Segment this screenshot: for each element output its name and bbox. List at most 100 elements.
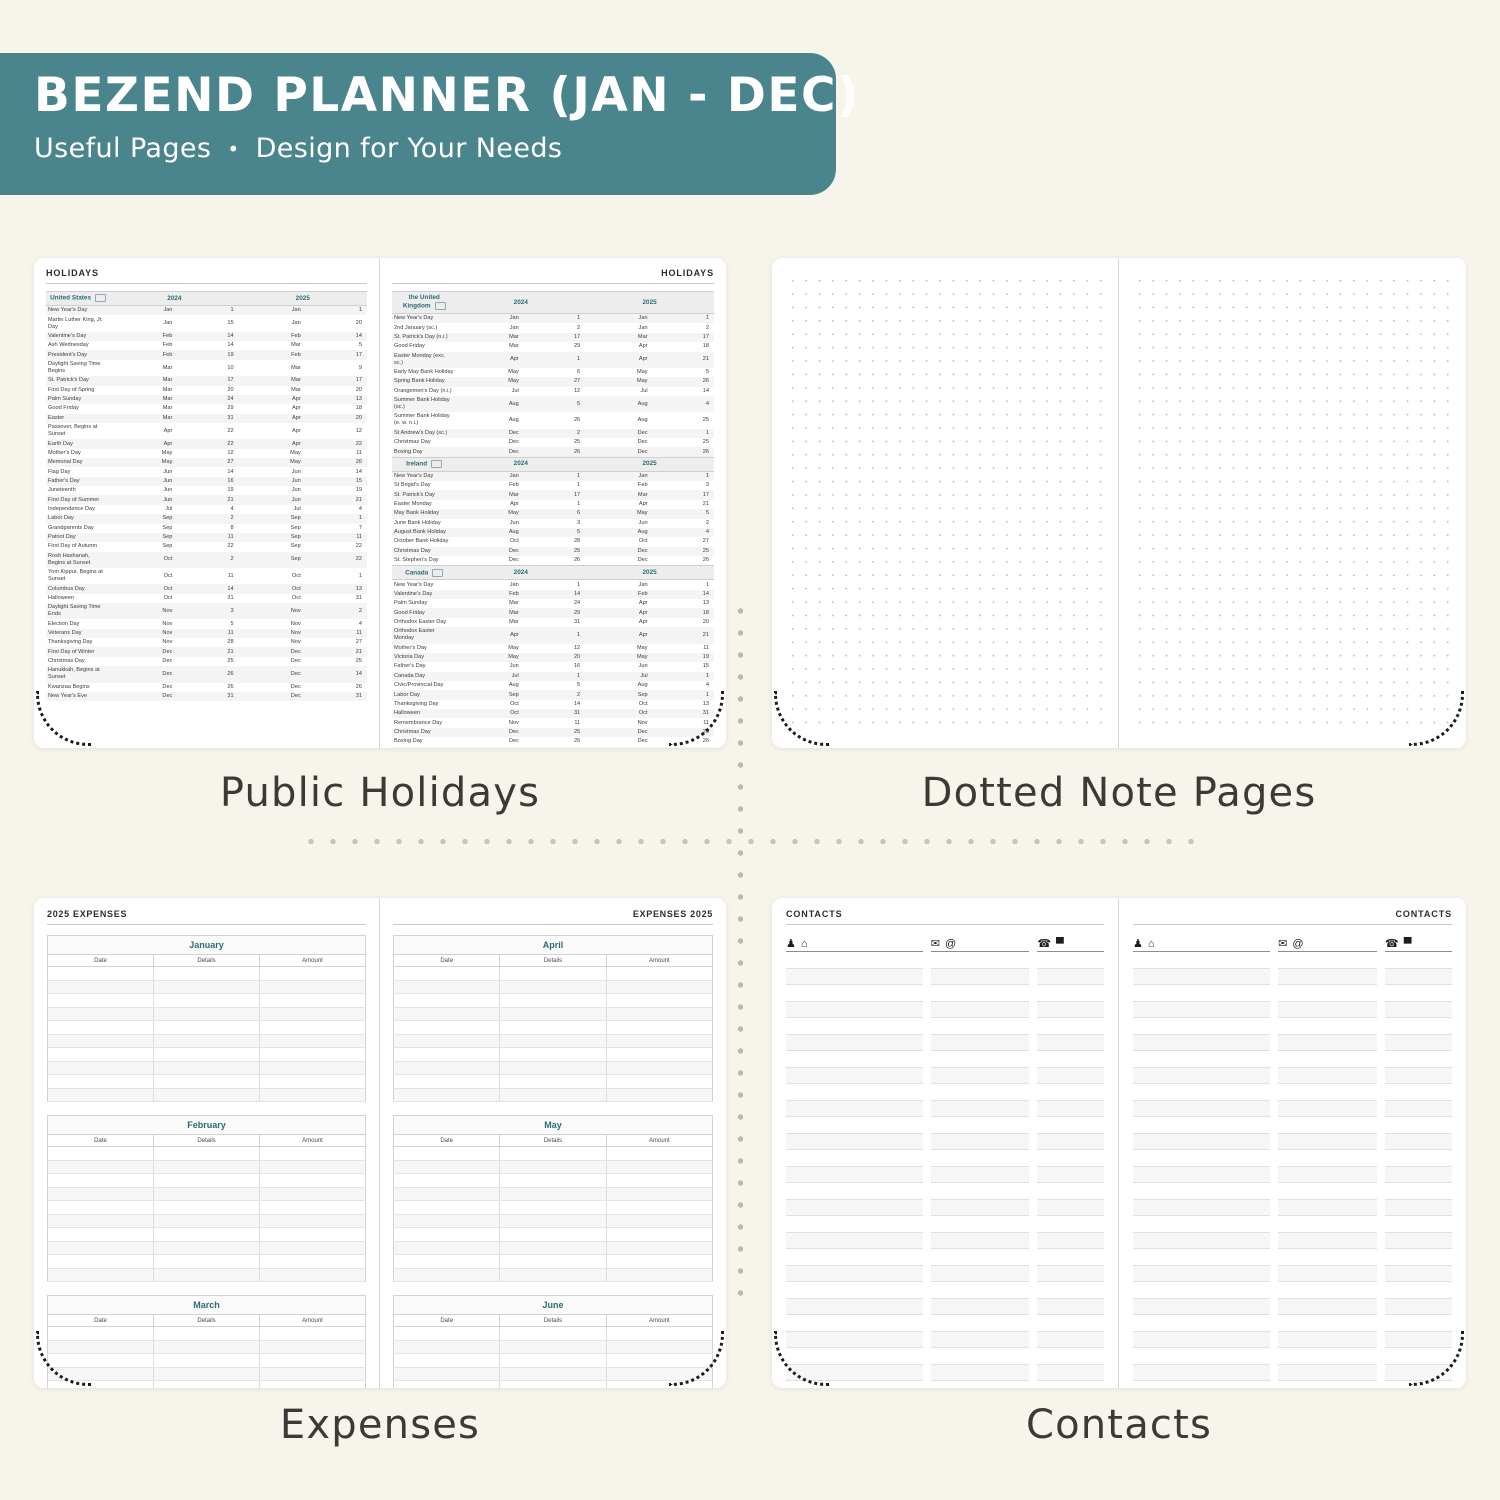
expense-date-cell[interactable] (47, 1340, 154, 1354)
contacts-entry-line[interactable] (786, 1117, 923, 1134)
contacts-entry-line[interactable] (786, 1298, 923, 1315)
contacts-entry-line[interactable] (1037, 1084, 1104, 1101)
expense-amount-cell[interactable] (606, 1088, 713, 1102)
expense-row[interactable] (393, 1380, 713, 1388)
expense-row[interactable] (47, 1020, 366, 1035)
expense-date-cell[interactable] (393, 966, 501, 981)
expense-amount-cell[interactable] (606, 1254, 713, 1269)
expense-row[interactable] (47, 980, 366, 994)
contacts-entry-line[interactable] (1278, 1051, 1378, 1068)
contacts-entry-line[interactable] (1278, 1150, 1378, 1167)
contacts-entry-line[interactable] (1278, 1100, 1378, 1117)
contacts-entry-line[interactable] (1133, 1084, 1271, 1101)
expense-amount-cell[interactable] (259, 1241, 366, 1255)
contacts-entry-line[interactable] (786, 1315, 923, 1332)
expense-date-cell[interactable] (47, 980, 154, 994)
contacts-entry-line[interactable] (1385, 1183, 1452, 1200)
expense-details-cell[interactable] (499, 1367, 607, 1381)
expense-row[interactable] (47, 1254, 366, 1269)
expense-date-cell[interactable] (47, 1214, 154, 1228)
contacts-entry-line[interactable] (1385, 968, 1452, 985)
contacts-entry-line[interactable] (1037, 1265, 1104, 1282)
expense-amount-cell[interactable] (259, 1007, 366, 1021)
contacts-entry-line[interactable] (1133, 1249, 1271, 1266)
expense-date-cell[interactable] (47, 1227, 154, 1242)
contacts-entry-line[interactable] (786, 968, 923, 985)
expense-row[interactable] (393, 1268, 713, 1282)
contacts-entry-line[interactable] (786, 1150, 923, 1167)
contacts-entry-line[interactable] (1133, 1150, 1271, 1167)
expense-amount-cell[interactable] (259, 1340, 366, 1354)
expense-details-cell[interactable] (153, 1227, 260, 1242)
expense-date-cell[interactable] (47, 1160, 154, 1174)
expense-details-cell[interactable] (499, 1227, 607, 1242)
expense-row[interactable] (47, 1047, 366, 1062)
contacts-entry-line[interactable] (1278, 1364, 1378, 1381)
expense-details-cell[interactable] (153, 1007, 260, 1021)
expense-details-cell[interactable] (499, 1241, 607, 1255)
expense-row[interactable] (393, 1367, 713, 1381)
contacts-entry-line[interactable] (786, 1282, 923, 1299)
expense-date-cell[interactable] (47, 1061, 154, 1075)
expense-date-cell[interactable] (393, 1061, 501, 1075)
expense-amount-cell[interactable] (606, 1160, 713, 1174)
expense-details-cell[interactable] (499, 1088, 607, 1102)
contacts-entry-line[interactable] (1385, 1001, 1452, 1018)
expense-details-cell[interactable] (153, 1173, 260, 1188)
expense-amount-cell[interactable] (259, 993, 366, 1008)
expense-details-cell[interactable] (499, 1326, 607, 1341)
contacts-entry-line[interactable] (786, 1133, 923, 1150)
expense-date-cell[interactable] (393, 1047, 501, 1062)
contacts-entry-line[interactable] (1037, 952, 1104, 969)
expense-details-cell[interactable] (499, 966, 607, 981)
contacts-entry-line[interactable] (1133, 1232, 1271, 1249)
expense-details-cell[interactable] (499, 1160, 607, 1174)
contacts-entry-line[interactable] (1385, 1331, 1452, 1348)
contacts-entry-line[interactable] (1133, 1100, 1271, 1117)
contacts-entry-line[interactable] (1133, 985, 1271, 1002)
expense-row[interactable] (393, 1227, 713, 1242)
contacts-entry-line[interactable] (1278, 1133, 1378, 1150)
contacts-entry-line[interactable] (1385, 1117, 1452, 1134)
expense-row[interactable] (393, 993, 713, 1008)
contacts-entry-line[interactable] (930, 1067, 1030, 1084)
expense-row[interactable] (393, 1326, 713, 1341)
contacts-entry-line[interactable] (930, 968, 1030, 985)
contacts-entry-line[interactable] (1133, 1018, 1271, 1035)
contacts-entry-line[interactable] (930, 1100, 1030, 1117)
expense-date-cell[interactable] (47, 1353, 154, 1368)
contacts-entry-line[interactable] (786, 1051, 923, 1068)
contacts-entry-line[interactable] (1385, 1084, 1452, 1101)
contacts-entry-line[interactable] (930, 952, 1030, 969)
contacts-entry-line[interactable] (786, 1034, 923, 1051)
contacts-entry-line[interactable] (1385, 1315, 1452, 1332)
expense-date-cell[interactable] (393, 1367, 501, 1381)
expense-date-cell[interactable] (47, 1367, 154, 1381)
expense-date-cell[interactable] (47, 1326, 154, 1341)
expense-date-cell[interactable] (393, 1007, 501, 1021)
expense-details-cell[interactable] (153, 1254, 260, 1269)
contacts-entry-line[interactable] (1278, 1166, 1378, 1183)
contacts-entry-line[interactable] (1037, 1001, 1104, 1018)
expense-row[interactable] (47, 1227, 366, 1242)
contacts-entry-line[interactable] (930, 1282, 1030, 1299)
expense-row[interactable] (47, 1007, 366, 1021)
expense-row[interactable] (393, 1173, 713, 1188)
contacts-entry-line[interactable] (1037, 1067, 1104, 1084)
expense-details-cell[interactable] (499, 1340, 607, 1354)
contacts-entry-line[interactable] (930, 1315, 1030, 1332)
expense-details-cell[interactable] (153, 1326, 260, 1341)
expense-row[interactable] (47, 1214, 366, 1228)
contacts-entry-line[interactable] (1133, 952, 1271, 969)
expense-row[interactable] (393, 1160, 713, 1174)
expense-amount-cell[interactable] (259, 1367, 366, 1381)
contacts-entry-line[interactable] (786, 1216, 923, 1233)
expense-amount-cell[interactable] (259, 1088, 366, 1102)
contacts-entry-line[interactable] (1385, 1166, 1452, 1183)
contacts-entry-line[interactable] (1278, 1117, 1378, 1134)
contacts-entry-line[interactable] (1037, 1282, 1104, 1299)
contacts-entry-line[interactable] (930, 1150, 1030, 1167)
contacts-entry-line[interactable] (786, 1199, 923, 1216)
contacts-entry-line[interactable] (1278, 1249, 1378, 1266)
contacts-entry-line[interactable] (930, 1199, 1030, 1216)
